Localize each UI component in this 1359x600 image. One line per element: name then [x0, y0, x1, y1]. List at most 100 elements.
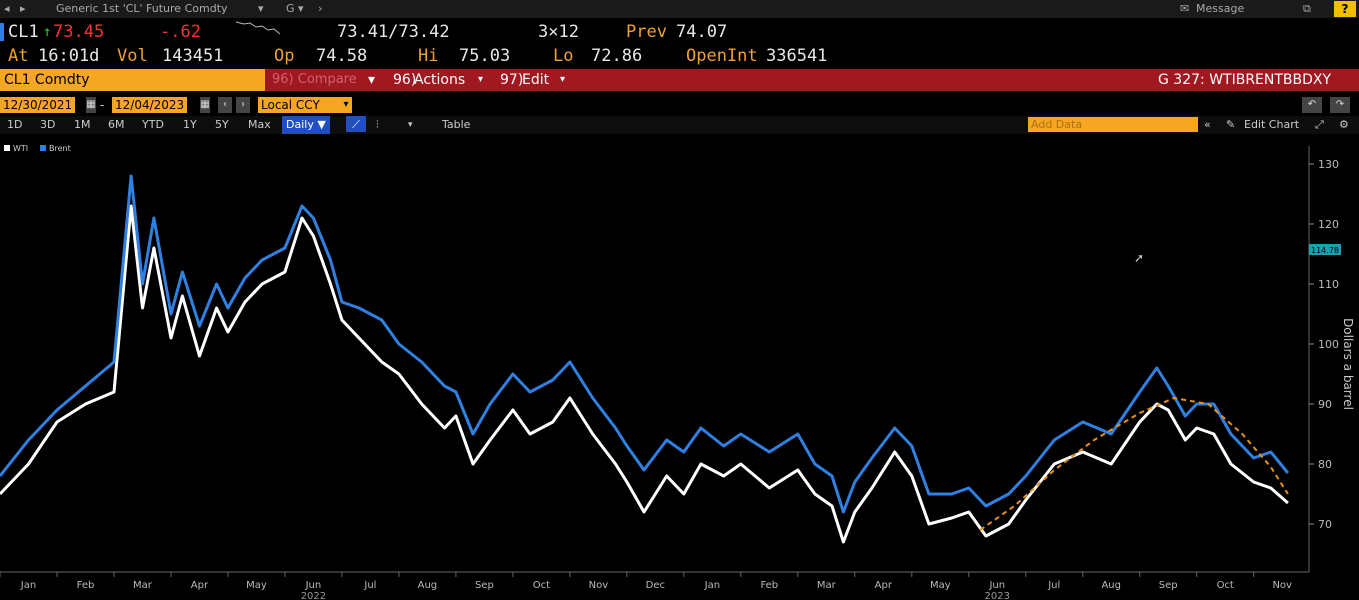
- redo-icon[interactable]: ↷: [1330, 97, 1350, 113]
- line-chart-icon[interactable]: ⟋: [346, 116, 366, 132]
- calendar-icon[interactable]: ▦: [200, 97, 210, 113]
- compare-chevron-icon[interactable]: ▾: [368, 72, 376, 88]
- y-tick-label: 120: [1318, 218, 1339, 231]
- x-tick-label: Apr: [875, 580, 893, 591]
- series-line-brent: [0, 174, 1290, 514]
- calendar-icon[interactable]: ▦: [86, 97, 96, 113]
- g-menu-chevron-icon[interactable]: ▾: [298, 2, 304, 15]
- security-menu-chevron-icon[interactable]: ▾: [258, 2, 264, 15]
- actions-number: 96): [393, 72, 417, 88]
- last-price: 73.45: [53, 22, 105, 42]
- edit-chevron-icon[interactable]: ▾: [560, 74, 566, 85]
- message-link[interactable]: Message: [1196, 2, 1245, 15]
- x-tick-label: Mar: [133, 580, 153, 591]
- y-axis-label: Dollars a barrel: [1341, 318, 1355, 410]
- x-tick-label: May: [246, 580, 267, 591]
- period-3d[interactable]: 3D: [40, 118, 56, 131]
- x-tick-label: Apr: [191, 580, 209, 591]
- expand-icon[interactable]: ⤢: [1315, 118, 1324, 131]
- chart-legend: WTI Brent: [4, 144, 71, 153]
- envelope-icon[interactable]: ✉: [1180, 2, 1190, 15]
- x-tick-label: Jun: [988, 580, 1005, 591]
- high-label: Hi: [418, 46, 439, 66]
- x-tick-label: Sep: [475, 580, 494, 591]
- prev-period-icon[interactable]: ‹: [218, 97, 232, 113]
- last-price-tag-bg: [1309, 244, 1341, 255]
- y-tick-label: 70: [1318, 518, 1332, 531]
- series-line-wti: [0, 204, 1289, 544]
- x-tick-label: Jan: [704, 580, 720, 591]
- nav-back-icon[interactable]: ◂: [4, 2, 10, 15]
- help-button[interactable]: ?: [1334, 1, 1356, 17]
- openint-value: 336541: [766, 46, 828, 66]
- pencil-icon[interactable]: ✎: [1226, 118, 1236, 131]
- actions-chevron-icon[interactable]: ▾: [478, 74, 484, 85]
- low-label: Lo: [553, 46, 574, 66]
- nav-forward-icon[interactable]: ▸: [20, 2, 26, 15]
- bar-chart-icon[interactable]: ⫶: [376, 118, 379, 131]
- y-tick-label: 100: [1318, 338, 1339, 351]
- x-tick-label: Nov: [1272, 580, 1292, 591]
- edit-number: 97): [500, 72, 524, 88]
- command-bar: CL1 Comdty 96) Compare ▾ 96) Actions ▾ 9…: [0, 69, 1359, 91]
- end-date-field[interactable]: 12/04/2023: [112, 97, 188, 113]
- x-tick-label: Oct: [1217, 580, 1234, 591]
- quote-line-1: CL1 ↑ 73.45 -.62 73.41/73.42 3×12 Prev 7…: [0, 20, 1359, 44]
- x-tick-label: Jul: [1047, 580, 1060, 591]
- x-tick-label: Dec: [646, 580, 665, 591]
- edit-chart-button[interactable]: Edit Chart: [1244, 118, 1300, 131]
- x-tick-label: Aug: [418, 580, 438, 591]
- y-tick-label: 90: [1318, 398, 1332, 411]
- g-menu[interactable]: G: [286, 2, 295, 15]
- x-tick-label: Oct: [533, 580, 550, 591]
- gear-icon[interactable]: ⚙: [1339, 118, 1349, 131]
- start-date-field[interactable]: 12/30/2021: [0, 97, 76, 113]
- period-max[interactable]: Max: [248, 118, 271, 131]
- more-icon[interactable]: ›: [318, 2, 323, 15]
- x-tick-label: May: [930, 580, 951, 591]
- price-chart[interactable]: WTI Brent 70 80 90 100 110 120 130 Jan Feb Mar Ap…: [0, 136, 1359, 600]
- period-6m[interactable]: 6M: [108, 118, 125, 131]
- legend-swatch-wti: [4, 145, 10, 151]
- x-tick-label: Aug: [1101, 580, 1121, 591]
- period-1m[interactable]: 1M: [74, 118, 91, 131]
- prev-value: 74.07: [676, 22, 728, 42]
- y-tick-label: 130: [1318, 158, 1339, 171]
- x-tick-label: Jan: [20, 580, 36, 591]
- period-5y[interactable]: 5Y: [215, 118, 229, 131]
- sparkline-icon: [235, 18, 281, 45]
- prev-label: Prev: [626, 22, 667, 42]
- x-tick-label: Feb: [760, 580, 778, 591]
- vol-value: 143451: [162, 46, 224, 66]
- window-icon[interactable]: ⧉: [1303, 2, 1311, 15]
- security-field[interactable]: CL1 Comdty: [0, 69, 265, 91]
- high-value: 75.03: [459, 46, 511, 66]
- currency-select[interactable]: Local CCY: [258, 97, 350, 113]
- date-range-bar: 12/30/2021 ▦ - 12/04/2023 ▦ ‹ › Local CC…: [0, 96, 1359, 115]
- at-time: 16:01d: [38, 46, 100, 66]
- edit-menu[interactable]: Edit: [522, 72, 550, 88]
- period-1d[interactable]: 1D: [7, 118, 23, 131]
- period-ytd[interactable]: YTD: [142, 118, 164, 131]
- mouse-cursor-icon: ➚: [1134, 251, 1144, 265]
- table-button[interactable]: Table: [442, 118, 471, 131]
- quote-line-2: At 16:01d Vol 143451 Op 74.58 Hi 75.03 L…: [0, 44, 1359, 68]
- up-arrow-icon: ↑: [43, 24, 52, 40]
- openint-label: OpenInt: [686, 46, 758, 66]
- frequency-select[interactable]: Daily ▼: [282, 116, 330, 134]
- chart-type-chevron-icon[interactable]: ▾: [408, 120, 413, 130]
- low-value: 72.86: [591, 46, 643, 66]
- period-1y[interactable]: 1Y: [183, 118, 197, 131]
- collapse-icon[interactable]: «: [1204, 118, 1211, 131]
- date-separator: -: [100, 98, 105, 112]
- compare-menu[interactable]: 96) Compare: [272, 72, 357, 87]
- net-change: -.62: [160, 22, 201, 42]
- add-data-field[interactable]: Add Data: [1028, 117, 1198, 132]
- vol-label: Vol: [117, 46, 148, 66]
- security-menu[interactable]: Generic 1st 'CL' Future Comdty: [56, 2, 228, 15]
- next-period-icon[interactable]: ›: [236, 97, 250, 113]
- actions-menu[interactable]: Actions: [414, 72, 466, 88]
- currency-chevron-icon[interactable]: ▾: [340, 97, 352, 113]
- undo-icon[interactable]: ↶: [1302, 97, 1322, 113]
- ticker-marker: [0, 23, 4, 41]
